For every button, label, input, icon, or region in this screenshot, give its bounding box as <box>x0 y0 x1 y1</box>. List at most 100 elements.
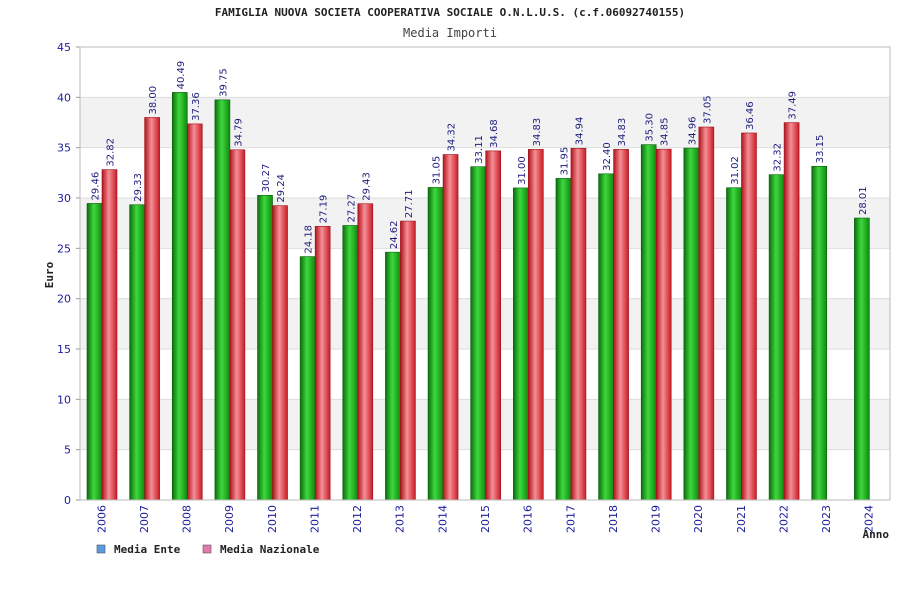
x-axis-label: Anno <box>863 528 890 541</box>
bar-media-nazionale-2017 <box>570 147 587 501</box>
data-label: 27.27 <box>346 194 357 223</box>
x-tick-label: 2012 <box>351 505 364 533</box>
x-tick-label: 2021 <box>735 505 748 533</box>
bar-media-nazionale-2014 <box>442 154 459 501</box>
bar-media-nazionale-2009 <box>229 149 246 501</box>
bar-media-nazionale-2010 <box>272 205 288 501</box>
data-label: 24.18 <box>304 225 315 254</box>
y-tick-label: 15 <box>57 343 71 356</box>
bar-media-ente-2013 <box>385 251 401 501</box>
bar-media-nazionale-2019 <box>655 148 672 501</box>
bar-media-ente-2021 <box>726 187 742 501</box>
bar-media-ente-2007 <box>129 204 145 501</box>
data-label: 37.05 <box>702 95 713 124</box>
data-label: 34.79 <box>233 118 244 147</box>
data-label: 34.68 <box>489 119 500 148</box>
data-label: 30.27 <box>261 164 272 193</box>
bar-media-ente-2014 <box>427 187 444 501</box>
bar-media-ente-2015 <box>470 166 486 501</box>
plot-band <box>80 47 890 98</box>
data-label: 32.32 <box>773 143 784 172</box>
x-tick-label: 2020 <box>692 505 705 533</box>
x-tick-label: 2017 <box>564 505 577 533</box>
bar-media-ente-2020 <box>683 147 700 501</box>
bar-media-nazionale-2008 <box>186 123 203 501</box>
bar-media-ente-2022 <box>768 174 785 501</box>
data-label: 36.46 <box>745 101 756 130</box>
data-label: 32.82 <box>106 138 117 167</box>
y-tick-label: 40 <box>57 91 71 104</box>
y-axis-label: Euro <box>43 261 56 288</box>
x-tick-label: 2016 <box>522 505 535 533</box>
x-tick-label: 2009 <box>223 505 236 533</box>
bar-media-nazionale-2006 <box>101 169 118 501</box>
data-label: 24.62 <box>389 221 400 250</box>
x-tick-label: 2008 <box>181 505 194 533</box>
data-label: 31.95 <box>559 147 570 176</box>
bar-media-ente-2019 <box>640 144 657 501</box>
legend-label-media-ente: Media Ente <box>114 543 181 556</box>
bar-media-nazionale-2013 <box>400 220 416 501</box>
bar-media-ente-2016 <box>513 187 529 501</box>
legend-label-media-nazionale: Media Nazionale <box>220 543 320 556</box>
data-label: 38.00 <box>148 86 159 115</box>
bar-media-nazionale-2016 <box>528 149 544 501</box>
x-tick-label: 2018 <box>607 505 620 533</box>
data-label: 34.83 <box>532 118 543 147</box>
bar-media-nazionale-2015 <box>485 150 501 501</box>
x-tick-label: 2006 <box>95 505 108 533</box>
plot-frame <box>79 46 891 501</box>
data-label: 35.30 <box>645 113 656 142</box>
bar-media-nazionale-2007 <box>144 117 160 501</box>
data-label: 32.40 <box>602 142 613 171</box>
bar-media-ente-2006 <box>86 203 103 501</box>
bar-media-nazionale-2018 <box>613 149 629 501</box>
data-label: 29.33 <box>133 173 144 202</box>
data-label: 29.43 <box>361 172 372 201</box>
x-tick-label: 2010 <box>266 505 279 533</box>
y-tick-label: 30 <box>57 192 71 205</box>
data-label: 34.83 <box>617 118 628 147</box>
data-label: 27.71 <box>404 189 415 218</box>
data-label: 34.94 <box>574 117 585 146</box>
data-label: 33.11 <box>474 135 485 164</box>
data-label: 28.01 <box>858 186 869 215</box>
legend-item-media-ente: Media Ente <box>96 543 181 556</box>
bar-media-ente-2017 <box>555 178 572 501</box>
data-label: 27.19 <box>319 195 330 224</box>
bar-media-nazionale-2021 <box>741 132 757 501</box>
y-tick-label: 5 <box>64 444 71 457</box>
y-tick-label: 10 <box>57 393 71 406</box>
bar-media-ente-2012 <box>342 225 359 501</box>
bars: 29.46 32.82 29.33 38.00 40.49 37.36 39.75 34.79… <box>86 61 870 501</box>
legend: Media Ente Media Nazionale <box>96 543 320 556</box>
data-label: 34.85 <box>660 118 671 147</box>
y-tick-label: 25 <box>57 242 71 255</box>
bar-media-ente-2011 <box>299 256 316 501</box>
data-label: 31.02 <box>730 156 741 185</box>
chart-title: FAMIGLIA NUOVA SOCIETA COOPERATIVA SOCIA… <box>215 6 685 19</box>
bar-media-nazionale-2020 <box>698 126 715 501</box>
data-label: 31.05 <box>432 156 443 185</box>
data-label: 40.49 <box>176 61 187 90</box>
x-tick-label: 2014 <box>436 505 449 533</box>
bar-media-ente-2009 <box>214 99 231 501</box>
x-tick-label: 2019 <box>650 505 663 533</box>
legend-swatch-media-ente <box>96 544 106 554</box>
bar-media-ente-2010 <box>257 194 273 501</box>
bar-media-ente-2018 <box>598 173 614 501</box>
data-label: 34.32 <box>447 123 458 152</box>
y-tick-label: 0 <box>64 494 71 507</box>
data-label: 39.75 <box>218 68 229 97</box>
bar-media-ente-2023 <box>811 165 828 501</box>
legend-swatch-media-nazionale <box>202 544 212 554</box>
bar-media-ente-2008 <box>171 92 188 501</box>
data-label: 29.46 <box>91 172 102 201</box>
y-tick-label: 35 <box>57 142 71 155</box>
bar-media-nazionale-2022 <box>783 122 800 501</box>
bar-media-ente-2024 <box>854 217 870 501</box>
axes: 0 5 10 15 20 25 30 35 40 45 2006 2007 2008 2009 2010 20… <box>57 41 891 533</box>
x-tick-label: 2011 <box>308 505 321 533</box>
legend-item-media-nazionale: Media Nazionale <box>202 543 320 556</box>
x-tick-label: 2024 <box>863 505 876 533</box>
